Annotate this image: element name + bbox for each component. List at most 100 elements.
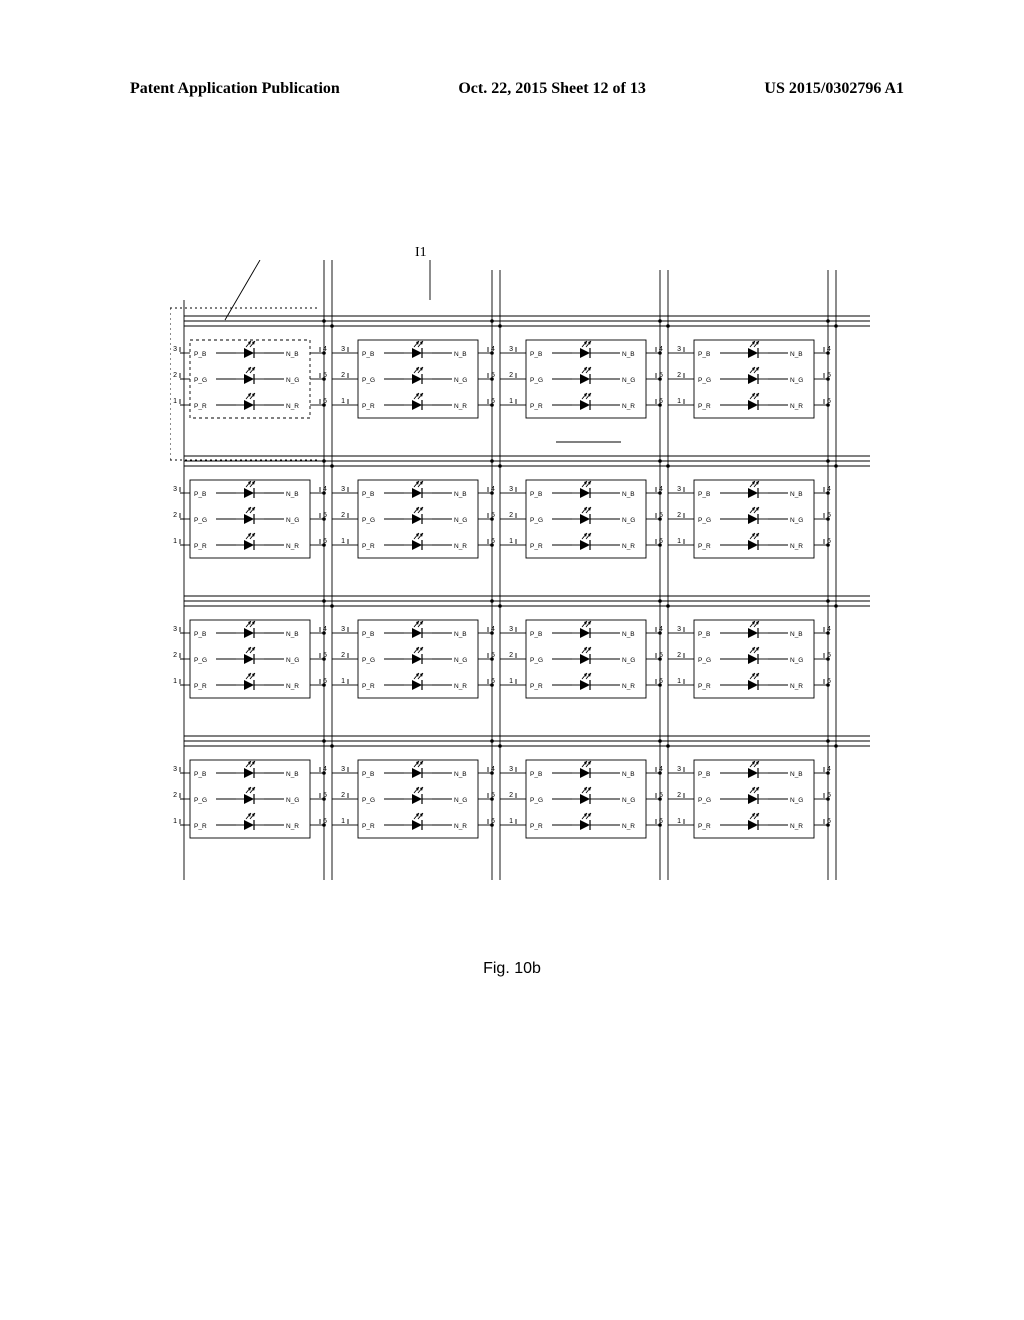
svg-text:N_B: N_B (790, 491, 803, 498)
svg-text:3: 3 (677, 346, 681, 353)
svg-text:P_B: P_B (194, 771, 206, 778)
svg-text:2: 2 (341, 512, 345, 519)
circuit-diagram: 3P_BN_B42P_GN_G51P_RN_R63P_BN_B42P_GN_G5… (170, 260, 870, 910)
svg-text:1: 1 (509, 398, 513, 405)
svg-text:2: 2 (341, 652, 345, 659)
svg-text:P_B: P_B (698, 351, 710, 358)
svg-text:P_G: P_G (194, 517, 207, 524)
svg-text:1: 1 (341, 678, 345, 685)
svg-text:3: 3 (509, 486, 513, 493)
svg-text:N_R: N_R (286, 543, 299, 550)
svg-text:N_R: N_R (454, 823, 467, 830)
svg-text:3: 3 (341, 346, 345, 353)
svg-text:2: 2 (509, 652, 513, 659)
svg-text:2: 2 (509, 512, 513, 519)
svg-text:N_G: N_G (286, 517, 299, 524)
svg-text:3: 3 (173, 626, 177, 633)
svg-text:3: 3 (341, 486, 345, 493)
header-center: Oct. 22, 2015 Sheet 12 of 13 (458, 80, 646, 98)
svg-text:N_R: N_R (790, 403, 803, 410)
svg-text:3: 3 (341, 766, 345, 773)
svg-text:N_G: N_G (454, 797, 467, 804)
svg-text:3: 3 (341, 626, 345, 633)
svg-text:P_G: P_G (698, 797, 711, 804)
svg-text:P_R: P_R (530, 823, 543, 830)
svg-text:P_B: P_B (194, 491, 206, 498)
svg-text:N_B: N_B (454, 771, 467, 778)
svg-text:N_G: N_G (286, 797, 299, 804)
svg-text:P_R: P_R (362, 683, 375, 690)
svg-text:P_R: P_R (530, 543, 543, 550)
svg-text:P_R: P_R (698, 403, 711, 410)
svg-text:N_G: N_G (622, 377, 635, 384)
svg-text:P_G: P_G (362, 797, 375, 804)
svg-text:3: 3 (173, 346, 177, 353)
svg-text:1: 1 (341, 538, 345, 545)
svg-text:3: 3 (173, 766, 177, 773)
svg-text:1: 1 (173, 398, 177, 405)
diagram-svg: 3P_BN_B42P_GN_G51P_RN_R63P_BN_B42P_GN_G5… (170, 260, 870, 910)
svg-text:P_G: P_G (362, 657, 375, 664)
svg-text:3: 3 (173, 486, 177, 493)
svg-text:P_R: P_R (698, 683, 711, 690)
header-left: Patent Application Publication (130, 80, 340, 98)
page-header: Patent Application Publication Oct. 22, … (130, 80, 904, 98)
svg-text:N_G: N_G (622, 797, 635, 804)
svg-text:1: 1 (173, 818, 177, 825)
svg-text:N_G: N_G (454, 377, 467, 384)
svg-text:2: 2 (173, 792, 177, 799)
header-right: US 2015/0302796 A1 (764, 80, 904, 98)
svg-text:N_G: N_G (790, 377, 803, 384)
svg-text:P_G: P_G (530, 797, 543, 804)
svg-text:P_R: P_R (362, 403, 375, 410)
svg-text:1: 1 (509, 538, 513, 545)
svg-text:2: 2 (677, 652, 681, 659)
svg-text:2: 2 (677, 512, 681, 519)
svg-text:2: 2 (509, 792, 513, 799)
svg-text:P_B: P_B (362, 771, 374, 778)
svg-text:P_G: P_G (530, 377, 543, 384)
svg-text:N_B: N_B (622, 351, 635, 358)
svg-text:3: 3 (677, 626, 681, 633)
svg-text:N_B: N_B (622, 771, 635, 778)
svg-text:N_G: N_G (286, 377, 299, 384)
svg-text:2: 2 (341, 792, 345, 799)
svg-text:N_R: N_R (454, 403, 467, 410)
svg-text:2: 2 (173, 512, 177, 519)
callout-i1: I1 (415, 245, 427, 261)
svg-text:P_G: P_G (530, 657, 543, 664)
svg-text:2: 2 (677, 792, 681, 799)
svg-text:N_R: N_R (622, 823, 635, 830)
svg-text:P_G: P_G (698, 377, 711, 384)
svg-text:2: 2 (677, 372, 681, 379)
svg-text:P_B: P_B (698, 771, 710, 778)
svg-text:N_G: N_G (790, 797, 803, 804)
svg-text:N_G: N_G (790, 517, 803, 524)
svg-text:1: 1 (509, 678, 513, 685)
svg-text:1: 1 (677, 398, 681, 405)
svg-text:P_B: P_B (362, 351, 374, 358)
svg-text:N_B: N_B (454, 631, 467, 638)
svg-text:P_B: P_B (698, 631, 710, 638)
svg-text:P_G: P_G (362, 517, 375, 524)
svg-text:N_R: N_R (286, 683, 299, 690)
svg-text:1: 1 (677, 538, 681, 545)
svg-text:P_G: P_G (362, 377, 375, 384)
svg-text:N_R: N_R (286, 403, 299, 410)
svg-text:N_B: N_B (622, 491, 635, 498)
svg-text:N_B: N_B (454, 351, 467, 358)
svg-text:P_B: P_B (530, 771, 542, 778)
svg-text:2: 2 (173, 652, 177, 659)
svg-text:P_R: P_R (362, 543, 375, 550)
svg-text:N_G: N_G (622, 657, 635, 664)
svg-text:1: 1 (341, 398, 345, 405)
svg-text:P_R: P_R (530, 683, 543, 690)
svg-text:N_B: N_B (286, 631, 299, 638)
svg-text:N_G: N_G (286, 657, 299, 664)
svg-text:3: 3 (509, 626, 513, 633)
figure-label: Fig. 10b (0, 960, 1024, 978)
svg-text:N_G: N_G (454, 517, 467, 524)
svg-text:3: 3 (677, 486, 681, 493)
svg-text:N_R: N_R (622, 403, 635, 410)
svg-text:N_B: N_B (790, 771, 803, 778)
